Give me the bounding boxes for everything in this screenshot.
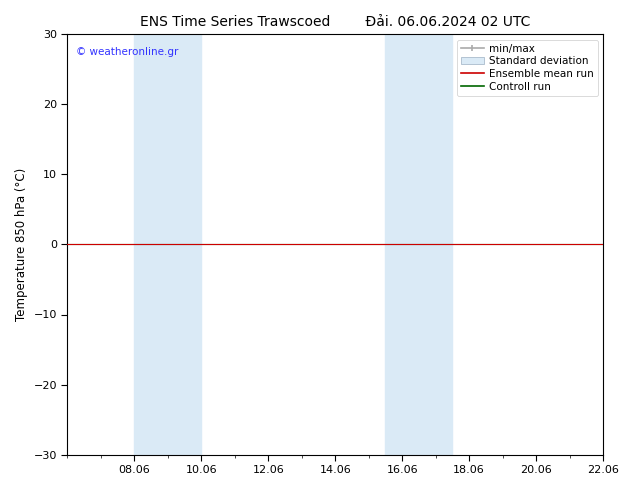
Bar [385,34,453,455]
Text: © weatheronline.gr: © weatheronline.gr [75,47,178,57]
Title: ENS Time Series Trawscoed        Đải. 06.06.2024 02 UTC: ENS Time Series Trawscoed Đải. 06.06.202… [140,15,531,29]
Legend: min/max, Standard deviation, Ensemble mean run, Controll run: min/max, Standard deviation, Ensemble me… [456,40,598,96]
Y-axis label: Temperature 850 hPa (°C): Temperature 850 hPa (°C) [15,168,28,321]
Bar [134,34,202,455]
